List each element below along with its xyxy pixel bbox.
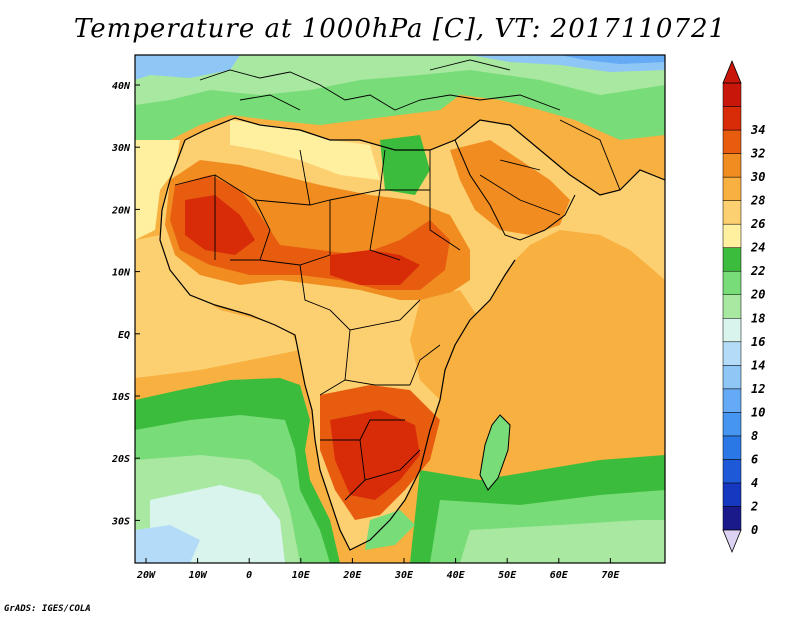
lat-label: 30N xyxy=(111,143,131,154)
lon-label: 40E xyxy=(447,570,466,581)
colorbar-segment xyxy=(722,82,742,107)
colorbar-label: 0 xyxy=(751,523,758,537)
saharan-north-cool xyxy=(230,120,380,180)
europe-cold-region xyxy=(135,55,665,105)
colorbar-segment xyxy=(722,223,742,248)
colorbar-label: 4 xyxy=(751,476,758,490)
colorbar-label: 10 xyxy=(751,405,765,419)
coastline xyxy=(159,117,665,551)
colorbar-segment xyxy=(722,482,742,507)
colorbar-under-triangle xyxy=(722,529,742,554)
colorbar-segment xyxy=(722,200,742,225)
lon-label: 0 xyxy=(246,570,252,581)
westafrica-hottest xyxy=(185,195,255,255)
lat-label: 20S xyxy=(111,454,130,465)
colorbar-segment xyxy=(722,270,742,295)
map-area xyxy=(135,55,665,563)
colorbar-segment xyxy=(722,341,742,366)
lat-label: 10S xyxy=(112,392,130,403)
north-blue-region xyxy=(560,55,665,64)
europe-coastline xyxy=(199,59,561,111)
arabia-coastline xyxy=(454,139,576,241)
colorbar-segment xyxy=(722,388,742,413)
map-frame xyxy=(134,54,666,564)
colorbar-label: 8 xyxy=(751,429,758,443)
lat-label: 20N xyxy=(111,205,131,216)
colorbar-segment xyxy=(722,106,742,131)
colorbar-segment xyxy=(722,247,742,272)
colorbar-segment xyxy=(722,176,742,201)
colorbar-label: 16 xyxy=(751,335,765,349)
madagascar xyxy=(479,414,511,491)
colorbar-label: 26 xyxy=(750,217,765,231)
colorbar-label: 12 xyxy=(751,382,765,396)
east-africa-highlands xyxy=(410,290,480,400)
colorbar-over-triangle xyxy=(722,59,742,84)
colorbar-label: 20 xyxy=(750,288,765,302)
colorbar-label: 22 xyxy=(750,264,765,278)
lat-label: 40N xyxy=(112,81,131,92)
longitude-axis: 20W 10W 0 10E 20E 30E 40E 50E 60E 70E xyxy=(136,558,620,581)
colorbar-label: 32 xyxy=(750,147,765,161)
colorbar-segment xyxy=(722,435,742,460)
latitude-axis: 40N 30N 20N 10N EQ 10S 20S 30S xyxy=(111,81,140,527)
lat-label: 10N xyxy=(112,268,131,279)
colorbar-label: 18 xyxy=(751,311,765,325)
south-atlantic-blue xyxy=(135,525,200,563)
colorbar-label: 14 xyxy=(751,358,765,372)
lon-label: 60E xyxy=(550,570,569,581)
plot-title: Temperature at 1000hPa [C], VT: 20171107… xyxy=(73,14,727,44)
lon-label: 50E xyxy=(498,570,517,581)
indian-ocean-pale xyxy=(460,520,665,563)
atlantic-north-region xyxy=(135,140,180,240)
colorbar-segment xyxy=(722,459,742,484)
lat-label: 30S xyxy=(111,516,130,527)
colorbar-segment xyxy=(722,129,742,154)
colorbar-segment xyxy=(722,506,742,531)
country-borders xyxy=(174,119,621,501)
colorbar-segment xyxy=(722,294,742,319)
colorbar-label: 6 xyxy=(751,452,758,466)
colorbar-label: 2 xyxy=(750,499,758,513)
lon-label: 70E xyxy=(601,570,620,581)
colorbar-label: 34 xyxy=(750,123,765,137)
colorbar-segment xyxy=(722,153,742,178)
credit-text: GrADS: IGES/COLA xyxy=(4,604,91,614)
colorbar-segment xyxy=(722,412,742,437)
colorbar-label: 28 xyxy=(750,194,765,208)
lat-label: EQ xyxy=(118,330,130,341)
lon-label: 20W xyxy=(136,570,156,581)
lon-label: 10E xyxy=(292,570,311,581)
arabia-hot xyxy=(450,140,570,235)
colorbar-label: 24 xyxy=(750,241,765,255)
lon-label: 30E xyxy=(394,570,414,581)
lon-label: 10W xyxy=(189,570,208,581)
colorbar-segment xyxy=(722,365,742,390)
north-cold-region xyxy=(135,55,665,80)
colorbar-segment xyxy=(722,318,742,343)
southern-africa-hottest xyxy=(330,410,420,500)
south-africa-cool xyxy=(365,510,415,550)
lon-label: 20E xyxy=(342,570,362,581)
colorbar-label: 30 xyxy=(750,170,765,184)
